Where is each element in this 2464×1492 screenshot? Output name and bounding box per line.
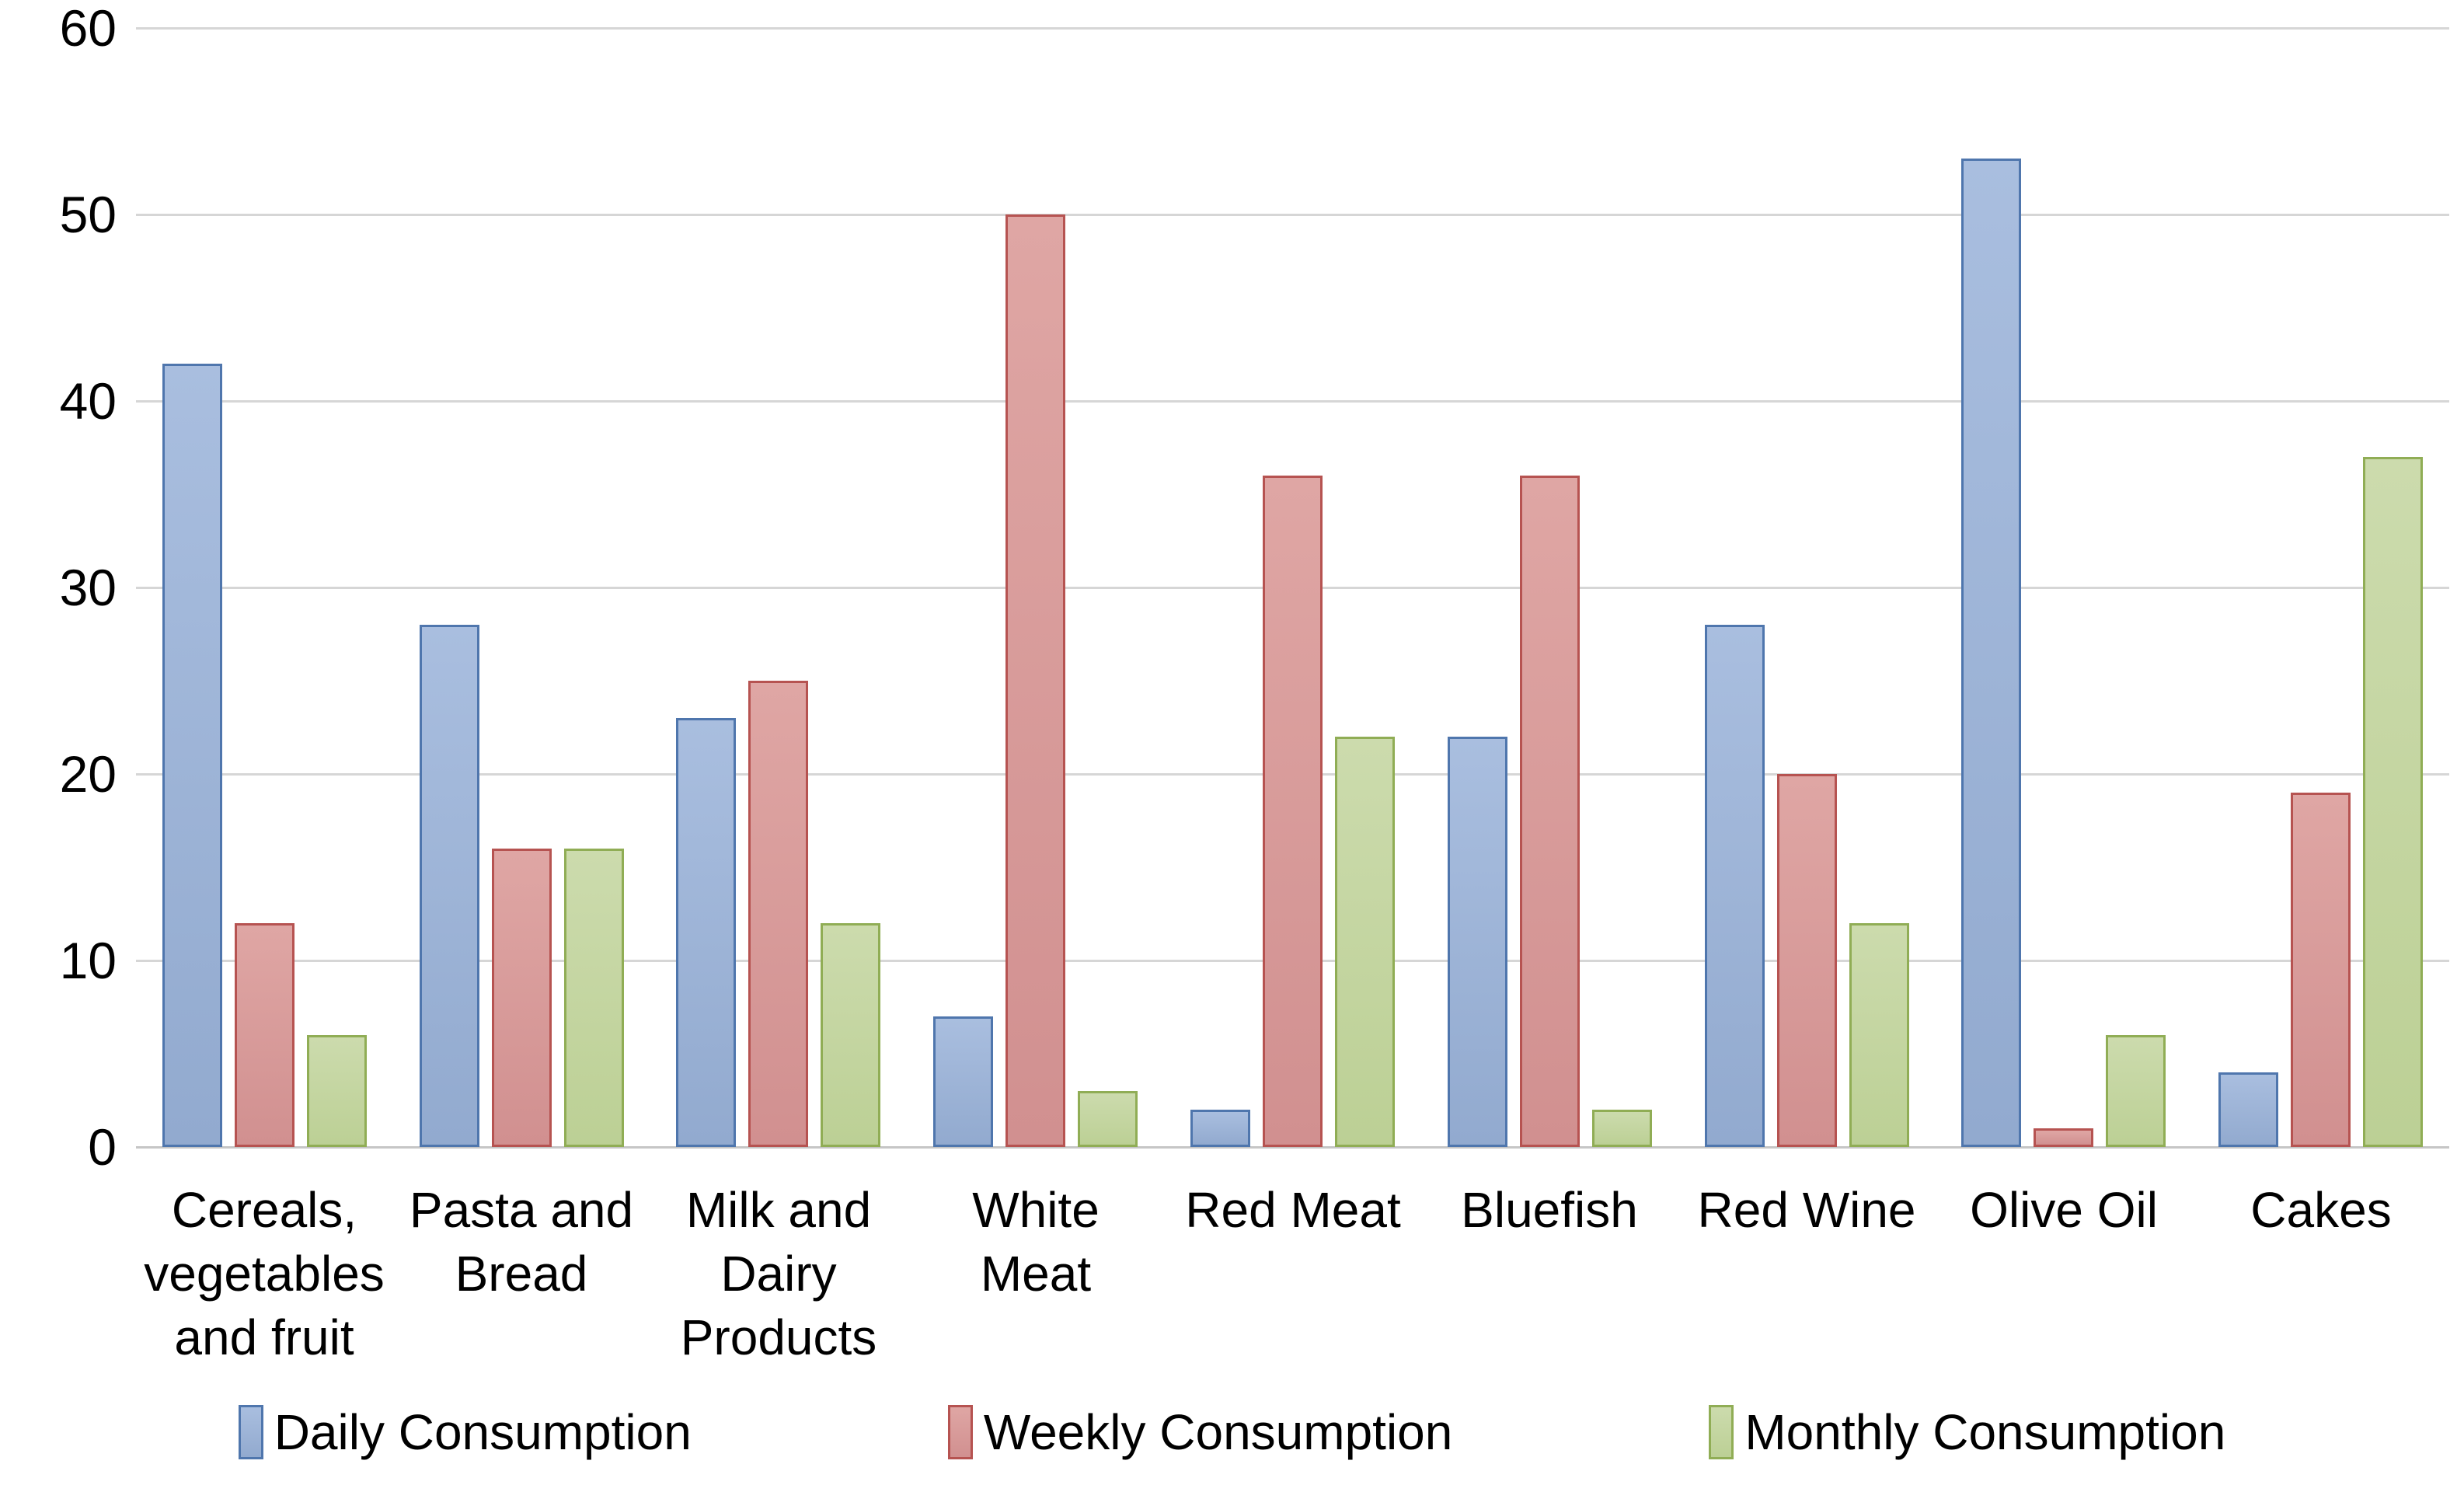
bar-daily-cat6 bbox=[1448, 737, 1507, 1147]
legend: Daily Consumption Weekly Consumption Month… bbox=[0, 1389, 2464, 1475]
x-category-label-3: Milk and Dairy Products bbox=[680, 1182, 877, 1365]
y-tick-label-30: 30 bbox=[59, 559, 117, 616]
x-category-label-5: Red Meat bbox=[1185, 1182, 1401, 1238]
x-category-label-2: Pasta and Bread bbox=[409, 1182, 634, 1302]
bar-daily-cat8 bbox=[1961, 159, 2021, 1147]
gridline-50 bbox=[136, 214, 2449, 216]
bar-weekly-cat4 bbox=[1005, 214, 1065, 1147]
x-axis-line bbox=[136, 1146, 2449, 1149]
legend-marker-icon bbox=[947, 1405, 973, 1459]
bar-daily-cat7 bbox=[1705, 625, 1765, 1147]
bar-monthly-cat9 bbox=[2363, 457, 2423, 1147]
x-category-label-7: Red Wine bbox=[1697, 1182, 1916, 1238]
legend-label: Weekly Consumption bbox=[983, 1404, 1453, 1460]
x-category-label-8: Olive Oil bbox=[1970, 1182, 2158, 1238]
bar-weekly-cat7 bbox=[1777, 774, 1837, 1147]
bar-monthly-cat4 bbox=[1078, 1091, 1138, 1147]
legend-label: Monthly Consumption bbox=[1744, 1404, 2226, 1460]
bar-daily-cat9 bbox=[2218, 1072, 2278, 1147]
bar-daily-cat1 bbox=[162, 364, 222, 1147]
bar-monthly-cat6 bbox=[1592, 1110, 1652, 1147]
bar-weekly-cat5 bbox=[1263, 476, 1323, 1147]
legend-item-monthly: Monthly Consumption bbox=[1709, 1405, 2225, 1459]
y-tick-label-10: 10 bbox=[59, 932, 117, 989]
bar-weekly-cat8 bbox=[2034, 1128, 2093, 1147]
bar-monthly-cat2 bbox=[564, 849, 624, 1147]
bar-weekly-cat3 bbox=[748, 681, 808, 1147]
legend-item-weekly: Weekly Consumption bbox=[947, 1404, 1453, 1460]
bar-monthly-cat1 bbox=[307, 1035, 367, 1147]
bar-monthly-cat7 bbox=[1849, 923, 1909, 1147]
legend-marker-icon bbox=[1709, 1405, 1734, 1459]
bar-daily-cat5 bbox=[1190, 1110, 1250, 1147]
y-tick-label-60: 60 bbox=[59, 0, 117, 57]
bar-monthly-cat3 bbox=[821, 923, 880, 1147]
bar-weekly-cat9 bbox=[2291, 793, 2351, 1147]
y-tick-label-40: 40 bbox=[59, 372, 117, 430]
gridline-60 bbox=[136, 27, 2449, 30]
legend-item-daily: Daily Consumption bbox=[238, 1404, 692, 1460]
x-category-label-1: Cereals, vegetables and fruit bbox=[144, 1182, 385, 1365]
x-category-label-6: Bluefish bbox=[1461, 1182, 1638, 1238]
bar-daily-cat4 bbox=[933, 1016, 993, 1147]
y-tick-label-50: 50 bbox=[59, 186, 117, 243]
bar-weekly-cat6 bbox=[1520, 476, 1580, 1147]
bar-daily-cat2 bbox=[420, 625, 479, 1147]
bar-monthly-cat5 bbox=[1335, 737, 1395, 1147]
x-category-label-4: White Meat bbox=[972, 1182, 1100, 1302]
y-tick-label-0: 0 bbox=[88, 1118, 117, 1176]
y-tick-label-20: 20 bbox=[59, 745, 117, 803]
gridline-40 bbox=[136, 400, 2449, 403]
legend-label: Daily Consumption bbox=[274, 1404, 692, 1460]
x-category-label-9: Cakes bbox=[2250, 1182, 2392, 1238]
bar-weekly-cat2 bbox=[492, 849, 552, 1147]
legend-marker-icon bbox=[238, 1405, 263, 1459]
bar-daily-cat3 bbox=[676, 718, 736, 1147]
bar-monthly-cat8 bbox=[2106, 1035, 2166, 1147]
bar-weekly-cat1 bbox=[235, 923, 294, 1147]
